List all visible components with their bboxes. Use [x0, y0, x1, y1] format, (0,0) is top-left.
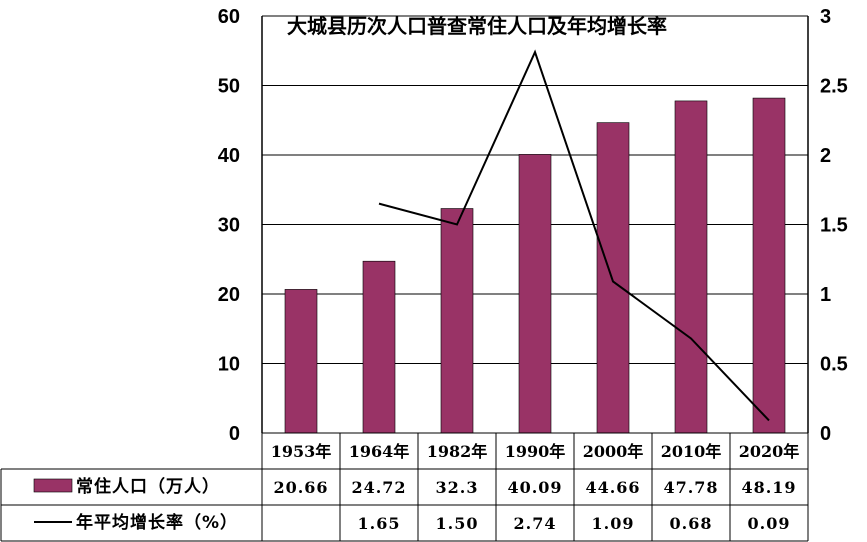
- y-left-tick-label: 60: [218, 6, 240, 28]
- y-left-tick-label: 10: [218, 354, 240, 376]
- axes: 0 10 20 30 40 50 60 0 0.5 1 1.5 2 2.5 3: [218, 6, 848, 445]
- population-value: 24.72: [351, 478, 406, 497]
- category-label: 1953年: [271, 442, 332, 461]
- growth-rate-value: 2.74: [514, 514, 557, 533]
- bar: [284, 289, 318, 434]
- category-label: 2020年: [739, 442, 800, 461]
- population-value: 47.78: [663, 478, 718, 497]
- population-value: 20.66: [273, 478, 328, 497]
- bar: [518, 154, 552, 434]
- bar-series: [284, 97, 786, 434]
- data-table: 1953年 1964年 1982年 1990年 2000年 2010年 2020年常住人口（…: [0, 432, 809, 542]
- population-value: 32.3: [436, 478, 479, 497]
- y-left-tick-label: 20: [218, 284, 240, 306]
- growth-rate-value: 1.09: [592, 514, 635, 533]
- bar: [674, 100, 708, 434]
- bar: [440, 208, 474, 434]
- growth-rate-value: 1.65: [358, 514, 401, 533]
- y-left-tick-label: 50: [218, 76, 240, 98]
- y-right-tick-label: 2.5: [820, 76, 848, 98]
- y-right-tick-label: 1.5: [820, 215, 848, 237]
- growth-rate-value: 0.68: [670, 514, 713, 533]
- chart-title: 大城县历次人口普查常住人口及年均增长率: [287, 14, 667, 38]
- legend-label-population: 常住人口（万人）: [76, 476, 220, 497]
- y-right-tick-label: 1: [820, 284, 831, 306]
- line-series: [378, 49, 770, 422]
- category-label: 1964年: [349, 442, 410, 461]
- category-label: 2010年: [661, 442, 722, 461]
- population-value: 48.19: [741, 478, 796, 497]
- legend-key-bar: [33, 478, 73, 493]
- bar: [362, 260, 396, 434]
- y-left-tick-label: 0: [229, 423, 240, 445]
- population-value: 40.09: [507, 478, 562, 497]
- bar: [596, 122, 630, 434]
- population-value: 44.66: [585, 478, 640, 497]
- category-label: 2000年: [583, 442, 644, 461]
- y-left-tick-label: 40: [218, 145, 240, 167]
- bar: [752, 97, 786, 434]
- category-label: 1990年: [505, 442, 566, 461]
- y-right-tick-label: 3: [820, 6, 831, 28]
- y-left-tick-label: 30: [218, 215, 240, 237]
- y-right-tick-label: 0: [820, 423, 831, 445]
- growth-rate-line: [378, 49, 770, 422]
- y-right-tick-label: 0.5: [820, 354, 848, 376]
- growth-rate-value: 1.50: [436, 514, 479, 533]
- growth-rate-value: 0.09: [748, 514, 791, 533]
- y-right-tick-label: 2: [820, 145, 831, 167]
- legend-label-growth-rate: 年平均增长率（%）: [76, 512, 238, 533]
- category-label: 1982年: [427, 442, 488, 461]
